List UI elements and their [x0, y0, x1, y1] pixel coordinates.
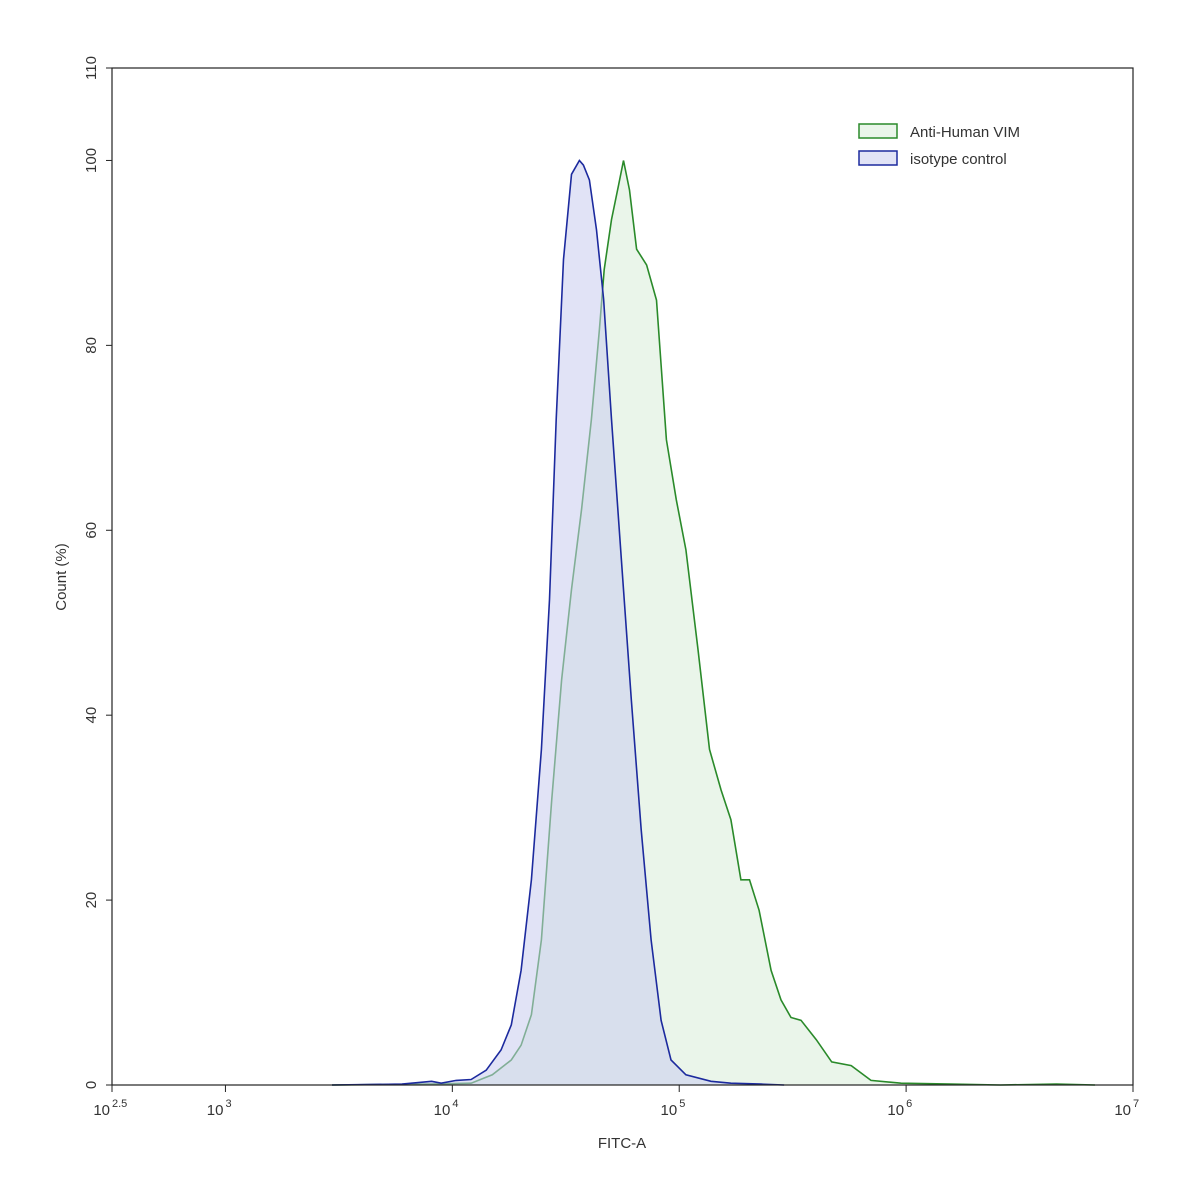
y-tick-label: 20 — [83, 892, 100, 909]
x-tick-exponent: 6 — [906, 1098, 912, 1110]
x-axis-label: FITC-A — [598, 1135, 646, 1152]
y-tick-label: 110 — [83, 56, 100, 80]
legend-label: isotype control — [910, 151, 1007, 168]
histogram-curve — [331, 159, 785, 1086]
y-tick-label: 100 — [83, 148, 100, 173]
x-tick-label: 10 — [93, 1102, 110, 1119]
x-tick-exponent: 5 — [679, 1098, 685, 1110]
y-tick-label: 80 — [83, 337, 100, 354]
plot-frame — [111, 67, 1134, 1086]
x-tick-label: 10 — [434, 1102, 451, 1119]
y-tick-label: 60 — [83, 522, 100, 539]
legend-swatch — [858, 150, 898, 166]
y-tick-label: 40 — [83, 707, 100, 724]
x-tick-exponent: 3 — [225, 1098, 231, 1110]
x-tick-exponent: 7 — [1133, 1098, 1139, 1110]
x-tick-label: 10 — [661, 1102, 678, 1119]
x-tick-label: 10 — [887, 1102, 904, 1119]
x-tick-exponent: 4 — [452, 1098, 458, 1110]
x-tick-label: 10 — [207, 1102, 224, 1119]
legend-swatch — [858, 123, 898, 139]
y-tick-label: 0 — [83, 1081, 100, 1089]
y-axis-label: Count (%) — [53, 543, 70, 611]
x-tick-label: 10 — [1114, 1102, 1131, 1119]
x-tick-exponent: 2.5 — [112, 1098, 127, 1110]
legend-label: Anti-Human VIM — [910, 124, 1020, 141]
